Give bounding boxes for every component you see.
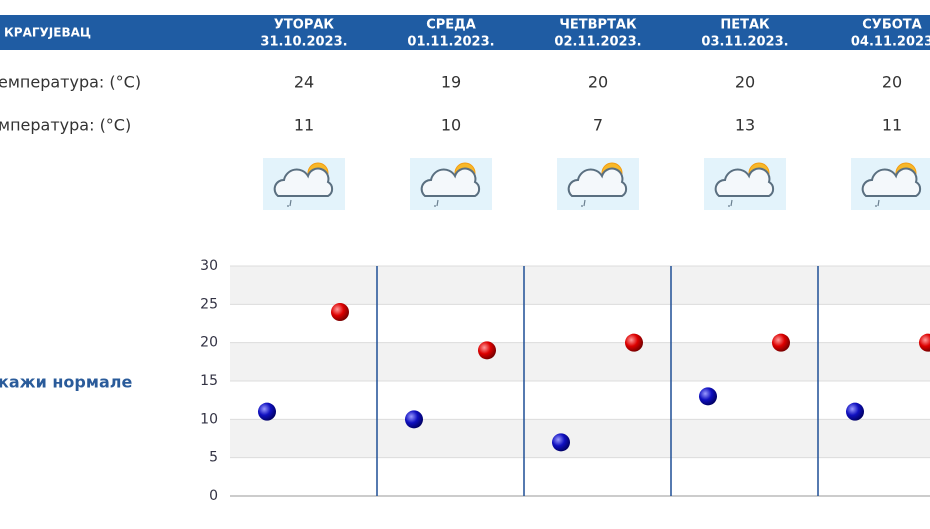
max-temp: 20: [882, 73, 902, 92]
weather-icon: [263, 158, 345, 210]
weather-icon: [557, 158, 639, 210]
y-tick-label: 15: [200, 373, 218, 389]
cloud: [714, 167, 775, 197]
day-date: 04.11.2023: [851, 35, 930, 50]
day-date: 01.11.2023.: [407, 35, 494, 50]
max-temp: 24: [294, 73, 314, 92]
max-temp: 20: [588, 73, 608, 92]
max-dot: [919, 333, 930, 352]
rain: [287, 199, 292, 207]
max-dot: [331, 303, 349, 321]
y-tick-label: 10: [200, 411, 218, 427]
min-dot: [552, 433, 570, 452]
cloud: [567, 167, 628, 197]
normals-toggle[interactable]: кажи нормале: [0, 373, 132, 392]
max-dot: [625, 333, 643, 352]
band: [230, 266, 930, 305]
min-dot: [405, 410, 423, 429]
y-tick-label: 30: [200, 258, 218, 274]
min-temp: 7: [593, 116, 603, 135]
min-label: мпература: (°C): [0, 116, 131, 135]
min-temp: 11: [882, 116, 902, 135]
day-name: СРЕДА: [426, 18, 476, 33]
min-dot: [846, 402, 864, 421]
band: [230, 419, 930, 458]
header-bar: [0, 15, 930, 50]
min-temp: 10: [441, 116, 461, 135]
y-tick-label: 20: [200, 335, 218, 351]
weather-icon: [410, 158, 492, 210]
day-name: СУБОТА: [862, 18, 921, 33]
rain: [875, 199, 880, 207]
max-dot: [478, 341, 496, 360]
day-name: ЧЕТВРТАК: [559, 18, 637, 33]
day-name: ПЕТАК: [720, 18, 770, 33]
y-tick-label: 25: [200, 296, 218, 312]
min-temp: 11: [294, 116, 314, 135]
cloud: [861, 167, 922, 197]
y-tick-label: 5: [209, 450, 218, 466]
day-name: УТОРАК: [274, 18, 335, 33]
y-tick-label: 0: [209, 488, 218, 504]
rain: [728, 199, 733, 207]
day-date: 02.11.2023.: [554, 35, 641, 50]
max-temp: 19: [441, 73, 461, 92]
min-dot: [699, 387, 717, 406]
max-temp: 20: [735, 73, 755, 92]
weather-icon: [851, 158, 930, 210]
min-temp: 13: [735, 116, 755, 135]
day-date: 03.11.2023.: [701, 35, 788, 50]
cloud: [420, 167, 481, 197]
cloud: [273, 167, 334, 197]
weather-icon: [704, 158, 786, 210]
rain: [581, 199, 586, 207]
band: [230, 342, 930, 381]
day-date: 31.10.2023.: [260, 35, 347, 50]
rain: [434, 199, 439, 207]
max-dot: [772, 333, 790, 352]
max-label: емпература: (°C): [0, 73, 141, 92]
city: КРАГУЈЕВАЦ: [4, 26, 91, 40]
min-dot: [258, 402, 276, 421]
